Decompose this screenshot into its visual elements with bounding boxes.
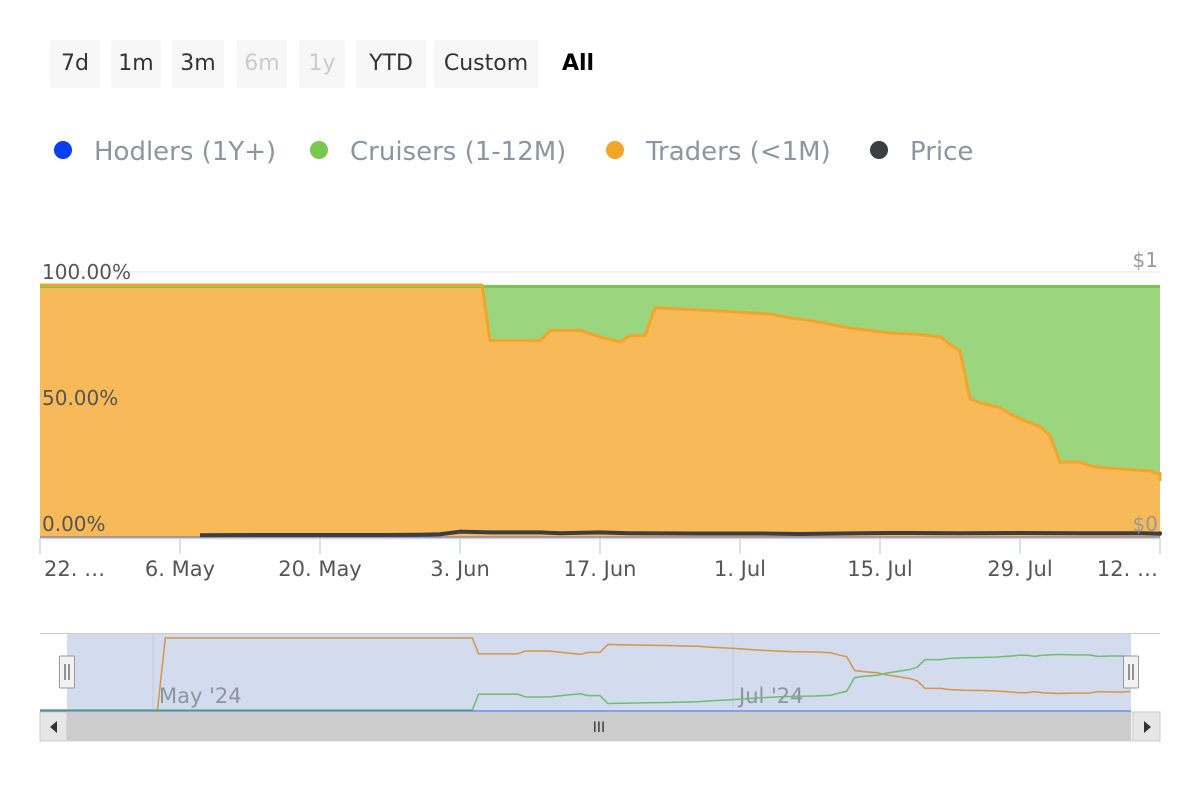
x-tick-label: 29. Jul: [987, 557, 1052, 581]
x-tick-label: 6. May: [145, 557, 215, 581]
legend-dot-icon: [606, 140, 624, 159]
scrollbar-thumb[interactable]: [67, 712, 1131, 741]
legend-item-price[interactable]: Price: [870, 132, 973, 172]
x-tick-label: 1. Jul: [714, 557, 766, 581]
x-tick-label: 3. Jun: [430, 557, 490, 581]
series-line-price: [199, 529, 1162, 538]
legend-item-traders-1m[interactable]: Traders (<1M): [606, 132, 831, 172]
handle-grip-icon[interactable]: [59, 655, 75, 689]
scrollbar[interactable]: III: [39, 711, 1161, 742]
legend-dot-icon: [310, 140, 328, 159]
navigator-right-handle[interactable]: [1123, 655, 1139, 689]
series-area-cruisers: [40, 285, 1160, 480]
range-button-3m[interactable]: 3m: [172, 40, 224, 88]
range-button-all[interactable]: All: [561, 51, 595, 76]
scroll-left-arrow-icon[interactable]: [50, 721, 57, 733]
legend-label: Traders (<1M): [646, 137, 831, 167]
x-tick-label: 12. …: [1097, 557, 1158, 581]
y-axis-label: 0.00%: [42, 512, 106, 536]
legend-dot-icon: [54, 140, 72, 159]
range-button-6m: 6m: [237, 40, 287, 88]
x-tick-label: 22. …: [44, 557, 105, 581]
scrollbar-grip-icon[interactable]: III: [593, 720, 605, 736]
legend-label: Hodlers (1Y+): [94, 137, 277, 167]
legend-item-hodlers-1y[interactable]: Hodlers (1Y+): [54, 132, 276, 172]
navigator-selection[interactable]: [67, 633, 1131, 712]
y-axis-right-label: $1: [1133, 248, 1158, 272]
navigator-series-traders: [40, 637, 1131, 711]
range-button-1m[interactable]: 1m: [111, 40, 161, 88]
legend-dot-icon: [870, 140, 888, 159]
navigator-left-handle[interactable]: [59, 655, 75, 689]
handle-grip-icon[interactable]: [1123, 655, 1139, 689]
scroll-right-arrow-icon[interactable]: [1144, 721, 1151, 733]
y-axis-label: 100.00%: [42, 260, 131, 284]
legend-label: Price: [910, 137, 974, 167]
legend-item-cruisers-1-12m[interactable]: Cruisers (1-12M): [310, 132, 566, 172]
x-tick-label: 15. Jul: [847, 557, 912, 581]
navigator-label: May '24: [159, 684, 242, 708]
range-button-7d[interactable]: 7d: [50, 40, 100, 88]
range-button-ytd[interactable]: YTD: [356, 40, 426, 88]
y-axis-right-label: $0: [1133, 512, 1158, 536]
x-tick-label: 20. May: [278, 557, 362, 581]
navigator[interactable]: May '24 Jul '24: [40, 633, 1160, 712]
legend-label: Cruisers (1-12M): [350, 137, 567, 167]
range-button-custom[interactable]: Custom: [434, 40, 538, 88]
range-button-1y: 1y: [299, 40, 345, 88]
navigator-series-cruisers: [40, 653, 1131, 711]
series-line-traders: [40, 283, 1162, 482]
x-tick-label: 17. Jun: [564, 557, 637, 581]
series-area-traders: [40, 285, 1160, 538]
y-axis-label: 50.00%: [42, 386, 118, 410]
